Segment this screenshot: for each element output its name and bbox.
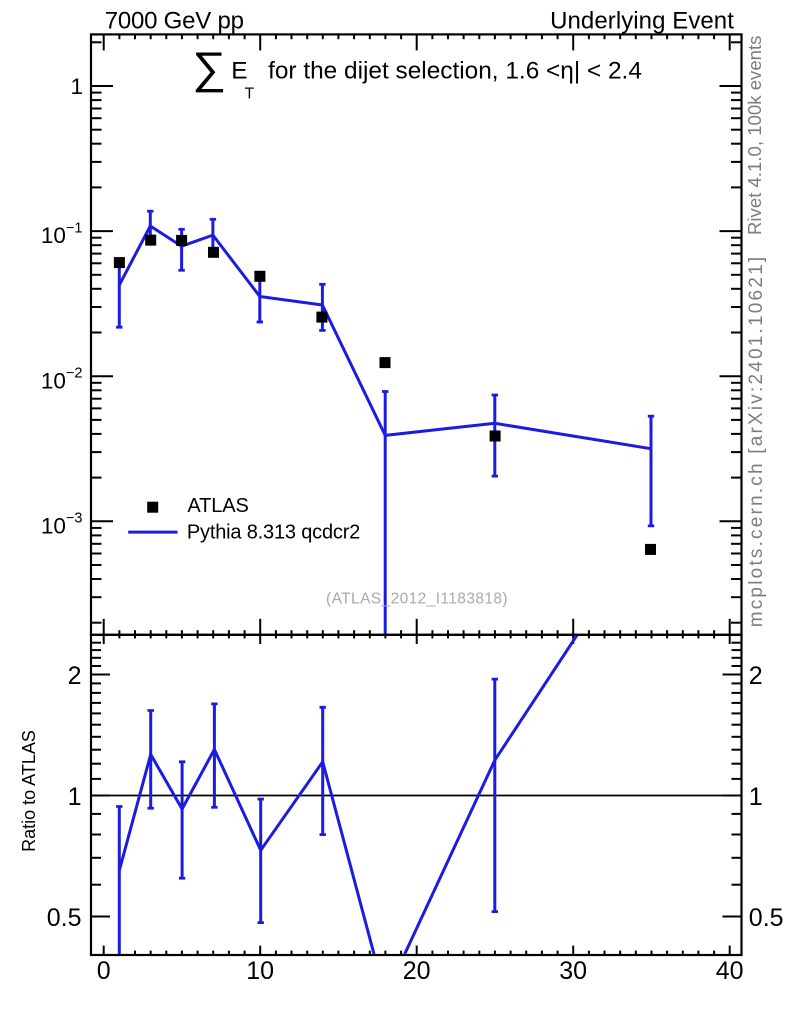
svg-text:Ratio to ATLAS: Ratio to ATLAS <box>19 730 39 852</box>
svg-text:10: 10 <box>246 957 274 985</box>
svg-text:∑: ∑ <box>192 43 226 93</box>
svg-text:10−1: 10−1 <box>41 220 83 248</box>
svg-text:1: 1 <box>749 783 763 811</box>
svg-text:10−2: 10−2 <box>41 365 83 393</box>
svg-text:Rivet 4.1.0, 100k events: Rivet 4.1.0, 100k events <box>744 36 765 235</box>
svg-text:(ATLAS_2012_I1183818): (ATLAS_2012_I1183818) <box>326 590 508 607</box>
svg-text:0.5: 0.5 <box>749 904 784 932</box>
svg-text:2: 2 <box>68 662 82 690</box>
svg-text:2: 2 <box>749 662 763 690</box>
svg-text:40: 40 <box>716 957 744 985</box>
svg-text:0: 0 <box>97 957 111 985</box>
svg-text:ATLAS: ATLAS <box>187 495 249 517</box>
svg-text:for the dijet selection, 1.6 <: for the dijet selection, 1.6 <η| < 2.4 <box>268 58 642 85</box>
svg-text:7000 GeV pp: 7000 GeV pp <box>105 8 244 35</box>
svg-text:T: T <box>245 85 255 102</box>
svg-text:0.5: 0.5 <box>47 904 82 932</box>
svg-text:1: 1 <box>68 783 82 811</box>
svg-text:Pythia 8.313 qcdcr2: Pythia 8.313 qcdcr2 <box>187 521 360 543</box>
svg-text:E: E <box>231 58 247 85</box>
svg-text:Underlying Event: Underlying Event <box>550 8 734 35</box>
svg-text:mcplots.cern.ch [arXiv:2401.10: mcplots.cern.ch [arXiv:2401.10621] <box>746 255 767 628</box>
svg-text:1: 1 <box>70 74 83 99</box>
svg-text:20: 20 <box>403 957 431 985</box>
svg-text:30: 30 <box>559 957 587 985</box>
